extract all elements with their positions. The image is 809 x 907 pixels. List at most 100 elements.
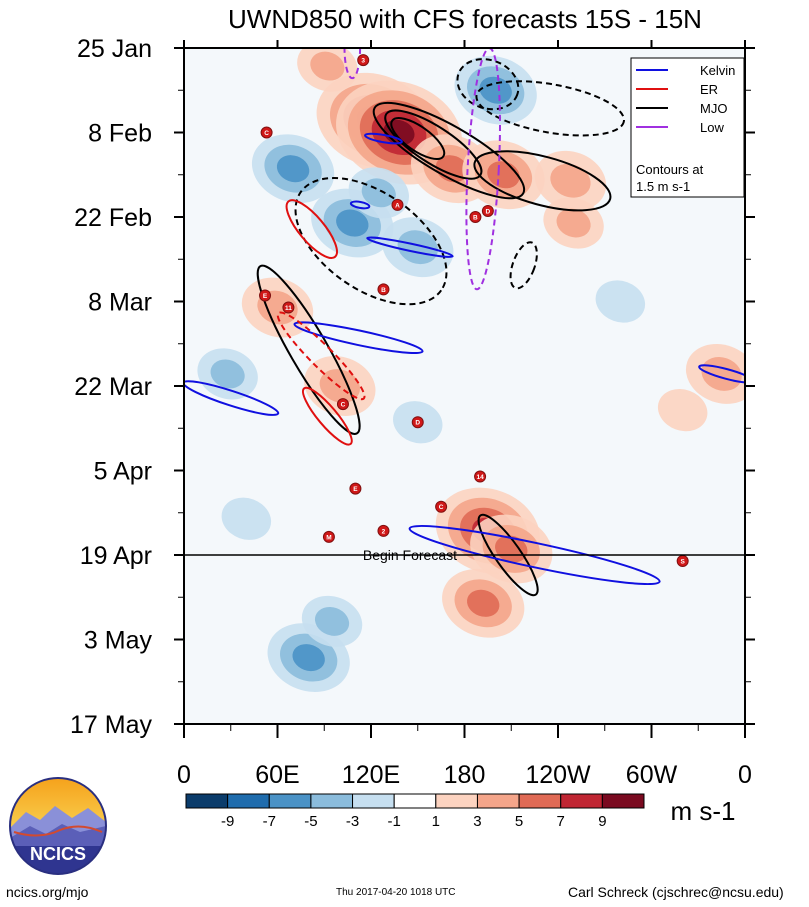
kelvin-contour-4 [184, 380, 280, 416]
anomaly-blob-7-level-2 [479, 76, 512, 104]
y-tick-label-6: 19 Apr [80, 542, 152, 570]
y-tick-label-8: 17 May [70, 711, 152, 739]
anomaly-blob-5-level-1 [556, 208, 591, 238]
tc-marker-10: 14 [474, 470, 487, 483]
colorbar-swatch-7 [476, 793, 520, 809]
legend-label-3: Low [700, 120, 724, 135]
x-tick-label-3: 180 [444, 761, 486, 789]
tc-marker-4: D [481, 204, 494, 217]
kelvin-contour-1 [349, 200, 371, 210]
x-tick-label-1: 60E [255, 761, 299, 789]
tc-marker-11-label: E [353, 486, 358, 493]
y-tick-label-2: 22 Feb [74, 204, 152, 232]
y-tick-label-7: 3 May [84, 627, 153, 655]
anomaly-blob-19-level-2 [292, 644, 325, 672]
y-tick-label-3: 8 Mar [88, 289, 152, 317]
x-tick-label-5: 60W [626, 761, 678, 789]
mjo-contour-1 [384, 109, 483, 180]
tc-marker-3-icon [469, 211, 482, 223]
colorbar-swatch-1 [227, 793, 270, 809]
tc-marker-7-label: B [381, 287, 386, 294]
anomaly-blob-21-level-0 [657, 389, 708, 432]
colorbar: -9 -7 -5 -3 -1 1 3 5 7 9 [185, 793, 645, 830]
mjo-contour-3 [473, 150, 612, 212]
y-tick-label-4: 22 Mar [74, 373, 152, 401]
kelvin-contour-0 [364, 132, 403, 145]
legend: Kelvin ER MJO Low Contours at 1.5 m s-1 [630, 57, 745, 198]
colorbar-label-6: 3 [473, 813, 481, 830]
x-tick-label-0: 0 [177, 761, 191, 789]
mjo-contour-0 [372, 101, 526, 200]
tc-marker-9: D [411, 416, 424, 429]
tc-marker-11-icon [349, 482, 362, 495]
tc-marker-9-label: D [415, 420, 420, 427]
kelvin-contour-3 [293, 321, 424, 355]
tc-marker-14-icon [322, 530, 335, 543]
tc-marker-8-label: C [341, 402, 346, 409]
anomaly-blob-9-level-2 [336, 209, 369, 237]
tc-marker-3: B [469, 211, 482, 223]
colorbar-label-0: -9 [221, 813, 234, 830]
kelvin-contour-2 [366, 236, 454, 258]
tc-marker-8-icon [336, 398, 349, 411]
chart-title: UWND850 with CFS forecasts 15S - 15N [228, 4, 702, 34]
er-contour-0 [285, 199, 338, 259]
footer-left[interactable]: ncics.org/mjo [6, 884, 89, 900]
colorbar-swatch-6 [435, 793, 478, 809]
footer-right: Carl Schreck (cjschrec@ncsu.edu) [568, 884, 784, 900]
mjo-contour-5 [477, 513, 539, 597]
colorbar-swatch-5 [393, 793, 437, 809]
colorbar-label-7: 5 [515, 813, 523, 830]
anomaly-blob-6-level-1 [310, 51, 345, 81]
legend-note-line1: Contours at [636, 162, 704, 177]
anomaly-blob-4-level-1 [550, 163, 591, 198]
colorbar-swatch-3 [310, 793, 354, 809]
tc-marker-layer: 3 C A B D E 11 B C D 14 E C 2 M S [259, 54, 689, 568]
anomaly-blob-11-level-1 [361, 178, 396, 208]
mjo-neg-contour-1 [456, 58, 520, 111]
anomaly-blob-10-level-1 [397, 230, 438, 265]
tc-marker-14-label: M [326, 534, 331, 541]
tc-marker-1-label: C [264, 130, 269, 137]
tc-marker-13-label: 2 [382, 528, 386, 535]
kelvin-contour-6 [698, 364, 745, 384]
x-tick-label-6: 0 [738, 761, 752, 789]
kelvin-contour-5 [408, 524, 661, 586]
forecast-label: Begin Forecast [363, 547, 457, 563]
anomaly-blob-18-level-2 [466, 589, 500, 617]
tc-marker-0: 3 [357, 54, 370, 67]
x-tick-label-4: 120W [525, 761, 591, 789]
tc-marker-13: 2 [377, 524, 390, 537]
tc-marker-12-label: C [439, 504, 444, 511]
tc-marker-9-icon [411, 416, 424, 429]
mjo-contour-2 [390, 117, 446, 160]
tc-marker-6: 11 [282, 301, 295, 314]
colorbar-label-3: -3 [346, 813, 359, 830]
legend-label-1: ER [700, 82, 718, 97]
y-axis: 25 Jan 8 Feb 22 Feb 8 Mar 22 Mar 5 Apr 19 Apr 3… [70, 35, 755, 739]
legend-label-0: Kelvin [700, 63, 735, 78]
low-contour-0 [343, 48, 362, 80]
mjo-contour-4 [256, 264, 361, 435]
anomaly-blob-20-level-1 [314, 606, 350, 636]
anomaly-blob-24-level-0 [221, 497, 272, 540]
logo-text: NCICS [30, 844, 86, 864]
ncics-logo: NCICS [9, 777, 107, 875]
tc-marker-15-label: S [680, 559, 685, 566]
colorbar-unit: m s-1 [671, 796, 736, 826]
tc-marker-2-icon [391, 198, 404, 211]
tc-marker-12: C [435, 500, 448, 513]
tc-marker-8: C [336, 398, 349, 411]
tc-marker-15: S [676, 555, 689, 568]
colorbar-swatch-0 [185, 793, 229, 809]
mjo-neg-contour-0 [475, 80, 625, 137]
colorbar-label-1: -7 [263, 813, 276, 830]
contour-layer [184, 48, 745, 597]
colorbar-swatch-10 [601, 793, 645, 809]
tc-marker-4-label: D [486, 208, 491, 215]
tc-marker-0-icon [357, 54, 370, 67]
tc-marker-10-icon [474, 470, 487, 483]
tc-marker-12-icon [435, 500, 448, 513]
y-tick-label-5: 5 Apr [94, 458, 152, 486]
